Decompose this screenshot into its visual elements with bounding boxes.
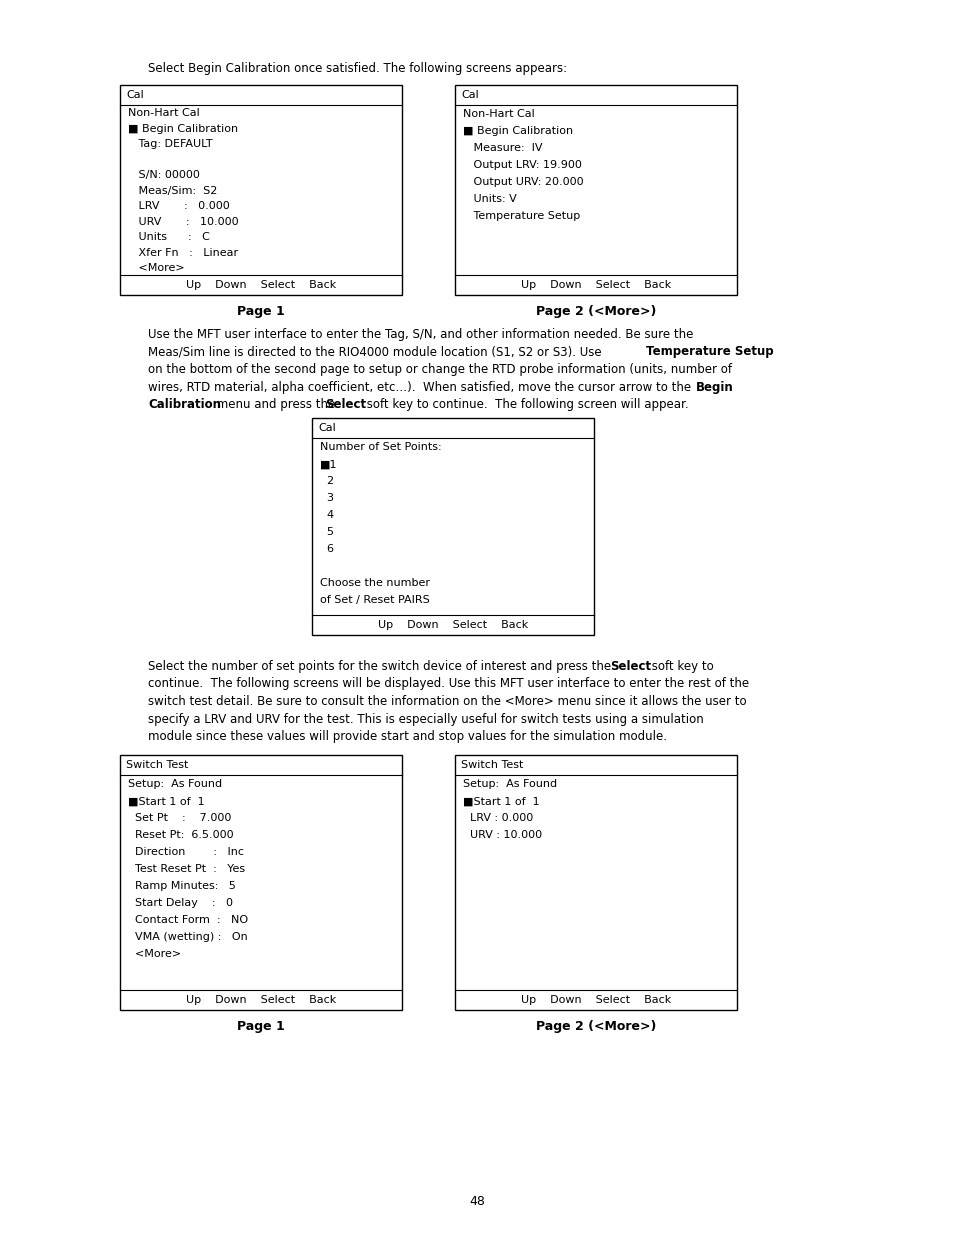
Text: specify a LRV and URV for the test. This is especially useful for switch tests u: specify a LRV and URV for the test. This…: [148, 713, 703, 725]
Text: Choose the number: Choose the number: [319, 578, 430, 588]
Bar: [120, 755, 401, 1010]
Text: Begin: Begin: [696, 380, 733, 394]
Text: <More>: <More>: [128, 263, 185, 273]
Text: menu and press the: menu and press the: [213, 398, 338, 411]
Text: Number of Set Points:: Number of Set Points:: [319, 442, 441, 452]
Text: Up    Down    Select    Back: Up Down Select Back: [186, 280, 335, 290]
Text: Select Begin Calibration once satisfied. The following screens appears:: Select Begin Calibration once satisfied.…: [148, 62, 566, 75]
Text: ■1: ■1: [319, 459, 337, 469]
Text: <More>: <More>: [128, 950, 181, 960]
Text: 48: 48: [469, 1195, 484, 1208]
Text: VMA (wetting) :   On: VMA (wetting) : On: [128, 932, 248, 942]
Text: Setup:  As Found: Setup: As Found: [462, 779, 557, 789]
Text: Switch Test: Switch Test: [460, 760, 523, 769]
Text: ■ Begin Calibration: ■ Begin Calibration: [128, 124, 238, 133]
Text: Measure:  IV: Measure: IV: [462, 143, 542, 153]
Text: Meas/Sim:  S2: Meas/Sim: S2: [128, 185, 217, 196]
Text: switch test detail. Be sure to consult the information on the <More> menu since : switch test detail. Be sure to consult t…: [148, 695, 746, 708]
Text: on the bottom of the second page to setup or change the RTD probe information (u: on the bottom of the second page to setu…: [148, 363, 731, 375]
Text: Page 1: Page 1: [237, 305, 285, 317]
Text: Ramp Minutes:   5: Ramp Minutes: 5: [128, 882, 235, 892]
Text: LRV : 0.000: LRV : 0.000: [462, 814, 533, 824]
Text: Units      :   C: Units : C: [128, 232, 210, 242]
Text: Select: Select: [325, 398, 366, 411]
Text: Switch Test: Switch Test: [126, 760, 188, 769]
Text: 4: 4: [319, 510, 334, 520]
Text: Non-Hart Cal: Non-Hart Cal: [128, 109, 199, 119]
Text: Calibration: Calibration: [148, 398, 221, 411]
Text: URV       :   10.000: URV : 10.000: [128, 216, 238, 227]
Text: module since these values will provide start and stop values for the simulation : module since these values will provide s…: [148, 730, 666, 743]
Text: Xfer Fn   :   Linear: Xfer Fn : Linear: [128, 247, 238, 258]
Text: Page 1: Page 1: [237, 1020, 285, 1032]
Bar: [455, 85, 737, 295]
Text: Cal: Cal: [126, 90, 144, 100]
Text: Test Reset Pt  :   Yes: Test Reset Pt : Yes: [128, 864, 245, 874]
Text: Reset Pt:  6.5.000: Reset Pt: 6.5.000: [128, 830, 233, 840]
Text: Cal: Cal: [317, 424, 335, 433]
Text: Use the MFT user interface to enter the Tag, S/N, and other information needed. : Use the MFT user interface to enter the …: [148, 329, 693, 341]
Text: Set Pt    :    7.000: Set Pt : 7.000: [128, 814, 232, 824]
Text: Setup:  As Found: Setup: As Found: [128, 779, 222, 789]
Text: Page 2 (<More>): Page 2 (<More>): [536, 1020, 656, 1032]
Text: Temperature Setup: Temperature Setup: [462, 211, 579, 221]
Text: Tag: DEFAULT: Tag: DEFAULT: [128, 140, 213, 149]
Text: Units: V: Units: V: [462, 194, 517, 204]
Text: S/N: 00000: S/N: 00000: [128, 170, 200, 180]
Text: Contact Form  :   NO: Contact Form : NO: [128, 915, 248, 925]
Text: ■Start 1 of  1: ■Start 1 of 1: [462, 797, 539, 806]
Text: Up    Down    Select    Back: Up Down Select Back: [520, 995, 670, 1005]
Text: Output URV: 20.000: Output URV: 20.000: [462, 178, 583, 188]
Text: soft key to: soft key to: [647, 659, 713, 673]
Text: 6: 6: [319, 545, 334, 555]
Text: Direction        :   Inc: Direction : Inc: [128, 847, 244, 857]
Bar: [455, 755, 737, 1010]
Text: Non-Hart Cal: Non-Hart Cal: [462, 110, 535, 120]
Text: ■Start 1 of  1: ■Start 1 of 1: [128, 797, 204, 806]
Text: Select: Select: [609, 659, 651, 673]
Text: URV : 10.000: URV : 10.000: [462, 830, 541, 840]
Text: 3: 3: [319, 493, 334, 504]
Text: wires, RTD material, alpha coefficient, etc…).  When satisfied, move the cursor : wires, RTD material, alpha coefficient, …: [148, 380, 694, 394]
Text: of Set / Reset PAIRS: of Set / Reset PAIRS: [319, 595, 429, 605]
Text: continue.  The following screens will be displayed. Use this MFT user interface : continue. The following screens will be …: [148, 678, 748, 690]
Text: Start Delay    :   0: Start Delay : 0: [128, 898, 233, 909]
Text: Up    Down    Select    Back: Up Down Select Back: [186, 995, 335, 1005]
Text: Meas/Sim line is directed to the RIO4000 module location (S1, S2 or S3). Use: Meas/Sim line is directed to the RIO4000…: [148, 346, 605, 358]
Text: Temperature Setup: Temperature Setup: [645, 346, 773, 358]
Text: Cal: Cal: [460, 90, 478, 100]
Text: soft key to continue.  The following screen will appear.: soft key to continue. The following scre…: [363, 398, 688, 411]
Bar: [312, 417, 594, 635]
Text: ■ Begin Calibration: ■ Begin Calibration: [462, 126, 573, 136]
Text: 5: 5: [319, 527, 334, 537]
Text: LRV       :   0.000: LRV : 0.000: [128, 201, 230, 211]
Bar: [120, 85, 401, 295]
Text: Up    Down    Select    Back: Up Down Select Back: [377, 620, 528, 630]
Text: 2: 2: [319, 477, 334, 487]
Text: Page 2 (<More>): Page 2 (<More>): [536, 305, 656, 317]
Text: Select the number of set points for the switch device of interest and press the: Select the number of set points for the …: [148, 659, 615, 673]
Text: Output LRV: 19.900: Output LRV: 19.900: [462, 161, 581, 170]
Text: Up    Down    Select    Back: Up Down Select Back: [520, 280, 670, 290]
